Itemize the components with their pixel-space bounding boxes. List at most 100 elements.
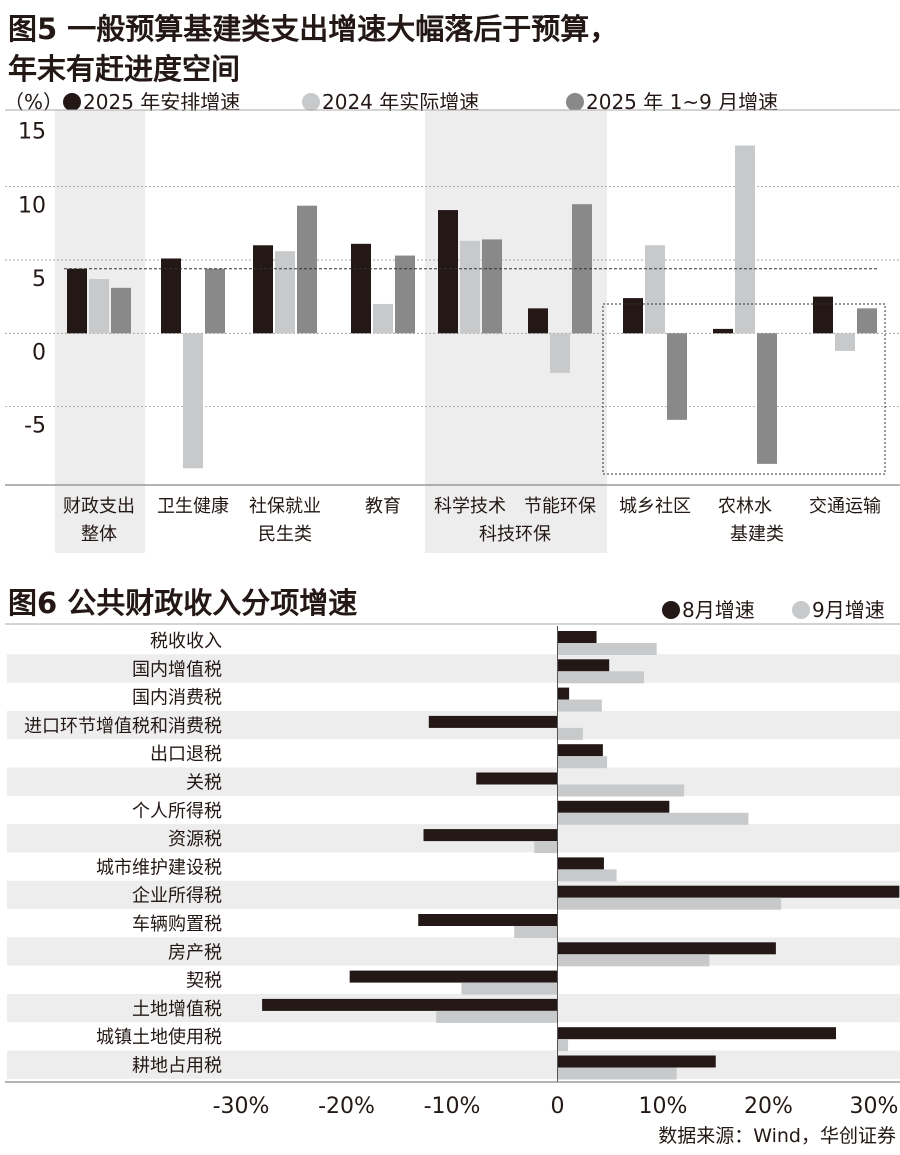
legend-swatch-sep [792, 601, 810, 619]
x-tick-label: 0 [551, 1094, 565, 1119]
row-label: 企业所得税 [132, 886, 222, 907]
legend-label: 2025 年 1~9 月增速 [586, 90, 779, 114]
bar-进口环节增值税和消费税-9月增速 [557, 727, 583, 740]
bar-出口退税-8月增速 [557, 744, 603, 757]
bar-农林水-2025 年 1~9 月增速 [757, 333, 777, 464]
x-category-label: 节能环保 [524, 496, 596, 517]
row-label: 契税 [186, 971, 222, 992]
bar-耕地占用税-8月增速 [557, 1055, 716, 1068]
x-tick-label: -30% [213, 1094, 270, 1119]
bar-国内消费税-8月增速 [557, 687, 570, 700]
row-label: 房产税 [168, 942, 222, 963]
x-category-label: 财政支出 [63, 496, 135, 517]
x-group-label: 基建类 [730, 524, 784, 545]
row-label: 关税 [186, 773, 222, 794]
x-category-label: 教育 [365, 496, 401, 517]
bar-财政支出-2025 年 1~9 月增速 [111, 287, 131, 334]
row-label: 出口退税 [150, 744, 222, 765]
chart1-legend-3: 2025 年 1~9 月增速 [566, 86, 778, 115]
x-group-label: 民生类 [258, 524, 312, 545]
bar-社保就业-2025 年 1~9 月增速 [297, 205, 317, 334]
legend-swatch-2025-plan [63, 93, 82, 111]
source-note: 数据来源：Wind，华创证券 [658, 1125, 896, 1147]
bar-国内增值税-9月增速 [557, 671, 645, 684]
bar-资源税-8月增速 [423, 829, 558, 842]
bar-交通运输-2025 年 1~9 月增速 [857, 308, 877, 334]
y-tick-label: 5 [32, 267, 46, 292]
row-label: 税收收入 [150, 631, 222, 652]
x-tick-label: -20% [318, 1094, 375, 1119]
x-category-label: 交通运输 [809, 496, 881, 517]
row-label: 城市维护建设税 [96, 857, 222, 878]
bar-房产税-8月增速 [557, 942, 776, 955]
bar-科学技术-2025 年 1~9 月增速 [482, 239, 502, 334]
bar-科学技术-2025 年安排增速 [438, 210, 458, 334]
legend-swatch-aug [662, 601, 680, 619]
row-label: 资源税 [168, 829, 222, 850]
bar-契税-9月增速 [461, 982, 558, 995]
bar-耕地占用税-9月增速 [557, 1067, 677, 1080]
bar-出口退税-9月增速 [557, 756, 608, 769]
bar-卫生健康-2025 年安排增速 [161, 258, 181, 334]
bar-城市维护建设税-8月增速 [557, 857, 604, 870]
bar-城乡社区-2024 年实际增速 [645, 245, 665, 334]
row-band [7, 1050, 900, 1079]
x-tick-label: -10% [424, 1094, 481, 1119]
bar-车辆购置税-8月增速 [418, 914, 558, 926]
bar-土地增值税-8月增速 [262, 998, 558, 1011]
row-label: 个人所得税 [132, 801, 222, 822]
x-category-label: 社保就业 [249, 496, 321, 517]
bar-教育-2025 年安排增速 [351, 243, 371, 334]
bar-土地增值税-9月增速 [436, 1010, 558, 1023]
bar-交通运输-2025 年安排增速 [813, 296, 833, 334]
y-tick-label: 10 [18, 194, 46, 219]
bar-节能环保-2024 年实际增速 [550, 333, 570, 373]
bar-节能环保-2025 年 1~9 月增速 [572, 204, 592, 334]
bar-资源税-9月增速 [534, 841, 558, 854]
row-band [7, 993, 900, 1023]
shaded-band-tech-env [425, 110, 607, 553]
bar-契税-8月增速 [349, 970, 558, 983]
bar-城市维护建设税-9月增速 [557, 869, 617, 882]
bar-社保就业-2024 年实际增速 [275, 251, 295, 334]
bar-国内增值税-8月增速 [557, 659, 610, 672]
bar-城镇土地使用税-9月增速 [557, 1039, 569, 1052]
x-tick-label: 20% [744, 1094, 793, 1119]
bar-车辆购置税-9月增速 [514, 926, 558, 938]
bar-进口环节增值税和消费税-8月增速 [428, 715, 558, 728]
bar-城镇土地使用税-8月增速 [557, 1027, 837, 1040]
legend-label: 2024 年实际增速 [322, 90, 480, 114]
bar-财政支出-2024 年实际增速 [89, 279, 109, 334]
chart1-legend-2: 2024 年实际增速 [302, 86, 479, 115]
y-tick-label: -5 [24, 414, 46, 439]
row-band [7, 937, 900, 966]
bar-卫生健康-2025 年 1~9 月增速 [205, 268, 225, 334]
bar-农林水-2024 年实际增速 [735, 145, 755, 334]
legend-swatch-2024-actual [302, 93, 320, 111]
row-label: 耕地占用税 [132, 1056, 222, 1077]
bar-企业所得税-8月增速 [557, 885, 900, 898]
row-label: 车辆购置税 [132, 914, 222, 935]
bar-教育-2024 年实际增速 [373, 303, 393, 334]
row-band [7, 880, 900, 909]
chart2-title: 图6 公共财政收入分项增速 [8, 586, 358, 620]
chart1-title-line2: 年末有赶进度空间 [8, 52, 241, 86]
legend-label: 8月增速 [682, 598, 755, 622]
legend-swatch-2025-ytd [566, 93, 584, 111]
bar-企业所得税-9月增速 [557, 897, 782, 910]
bar-房产税-9月增速 [557, 954, 710, 967]
legend-label: 9月增速 [812, 598, 885, 622]
bar-城乡社区-2025 年 1~9 月增速 [667, 333, 687, 420]
row-label: 国内消费税 [132, 688, 222, 709]
x-group-label: 科技环保 [479, 524, 551, 545]
bar-税收收入-9月增速 [557, 643, 657, 655]
bar-社保就业-2025 年安排增速 [253, 245, 273, 334]
row-label: 国内增值税 [132, 659, 222, 680]
bar-城乡社区-2025 年安排增速 [623, 298, 643, 334]
y-tick-label: 15 [18, 119, 46, 144]
bar-交通运输-2024 年实际增速 [835, 333, 855, 351]
x-category-label: 农林水 [718, 496, 772, 517]
highlight-box-infrastructure [602, 303, 886, 475]
shaded-band-overall [55, 110, 145, 553]
